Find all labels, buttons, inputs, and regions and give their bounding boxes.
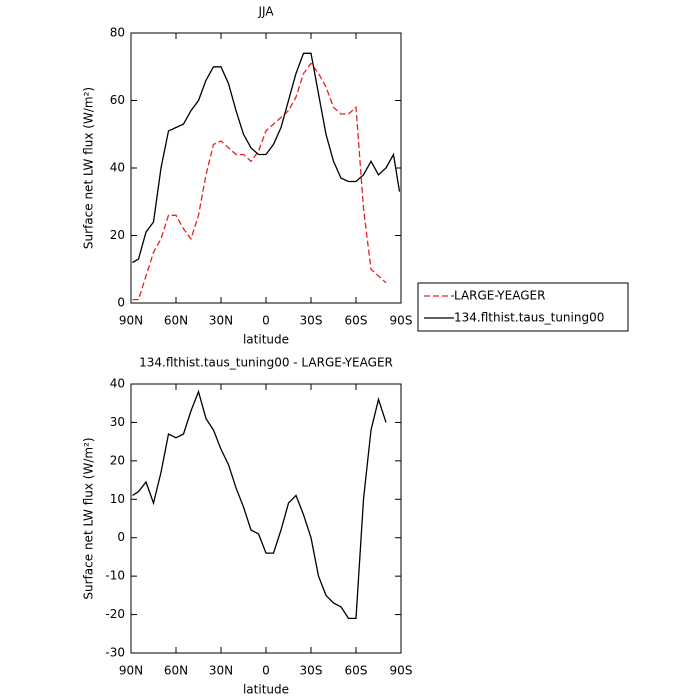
y-axis-label: Surface net LW flux (W/m²) (82, 87, 96, 249)
data-line (132, 52, 401, 264)
legend-label: 134.flthist.taus_tuning00 (454, 311, 604, 325)
legend-box (417, 282, 629, 332)
x-tick-label: 90N (119, 664, 143, 678)
y-axis-label: Surface net LW flux (W/m²) (82, 437, 96, 599)
y-tick-label: 0 (117, 530, 125, 544)
plot-frame (130, 32, 402, 304)
x-tick-label: 30S (300, 314, 323, 328)
plot-frame (130, 383, 402, 654)
x-tick-label: 90N (119, 314, 143, 328)
x-tick-label: 60N (164, 664, 188, 678)
x-tick-label: 30N (209, 664, 233, 678)
x-tick-label: 90S (390, 664, 413, 678)
y-tick-label: 10 (110, 492, 125, 506)
y-tick-label: -30 (105, 646, 125, 660)
x-tick-label: 0 (262, 664, 270, 678)
x-tick-label: 90S (390, 314, 413, 328)
y-tick-label: 20 (110, 228, 125, 242)
x-axis-label: latitude (243, 683, 289, 697)
y-tick-label: 60 (110, 93, 125, 107)
x-tick-label: 30S (300, 664, 323, 678)
y-tick-label: 20 (110, 453, 125, 467)
y-tick-label: 30 (110, 415, 125, 429)
y-tick-label: 0 (117, 296, 125, 310)
y-tick-label: -10 (105, 569, 125, 583)
data-line (132, 62, 387, 301)
data-line (132, 389, 387, 620)
x-tick-label: 0 (262, 314, 270, 328)
x-tick-label: 30N (209, 314, 233, 328)
x-tick-label: 60N (164, 314, 188, 328)
y-tick-label: 40 (110, 377, 125, 391)
chart-title: JJA (257, 5, 274, 19)
y-tick-label: -20 (105, 607, 125, 621)
chart-title: 134.flthist.taus_tuning00 - LARGE-YEAGER (139, 356, 393, 370)
y-tick-label: 40 (110, 161, 125, 175)
y-tick-label: 80 (110, 26, 125, 40)
legend-label: LARGE-YEAGER (454, 289, 545, 303)
x-tick-label: 60S (345, 314, 368, 328)
x-tick-label: 60S (345, 664, 368, 678)
x-axis-label: latitude (243, 333, 289, 347)
